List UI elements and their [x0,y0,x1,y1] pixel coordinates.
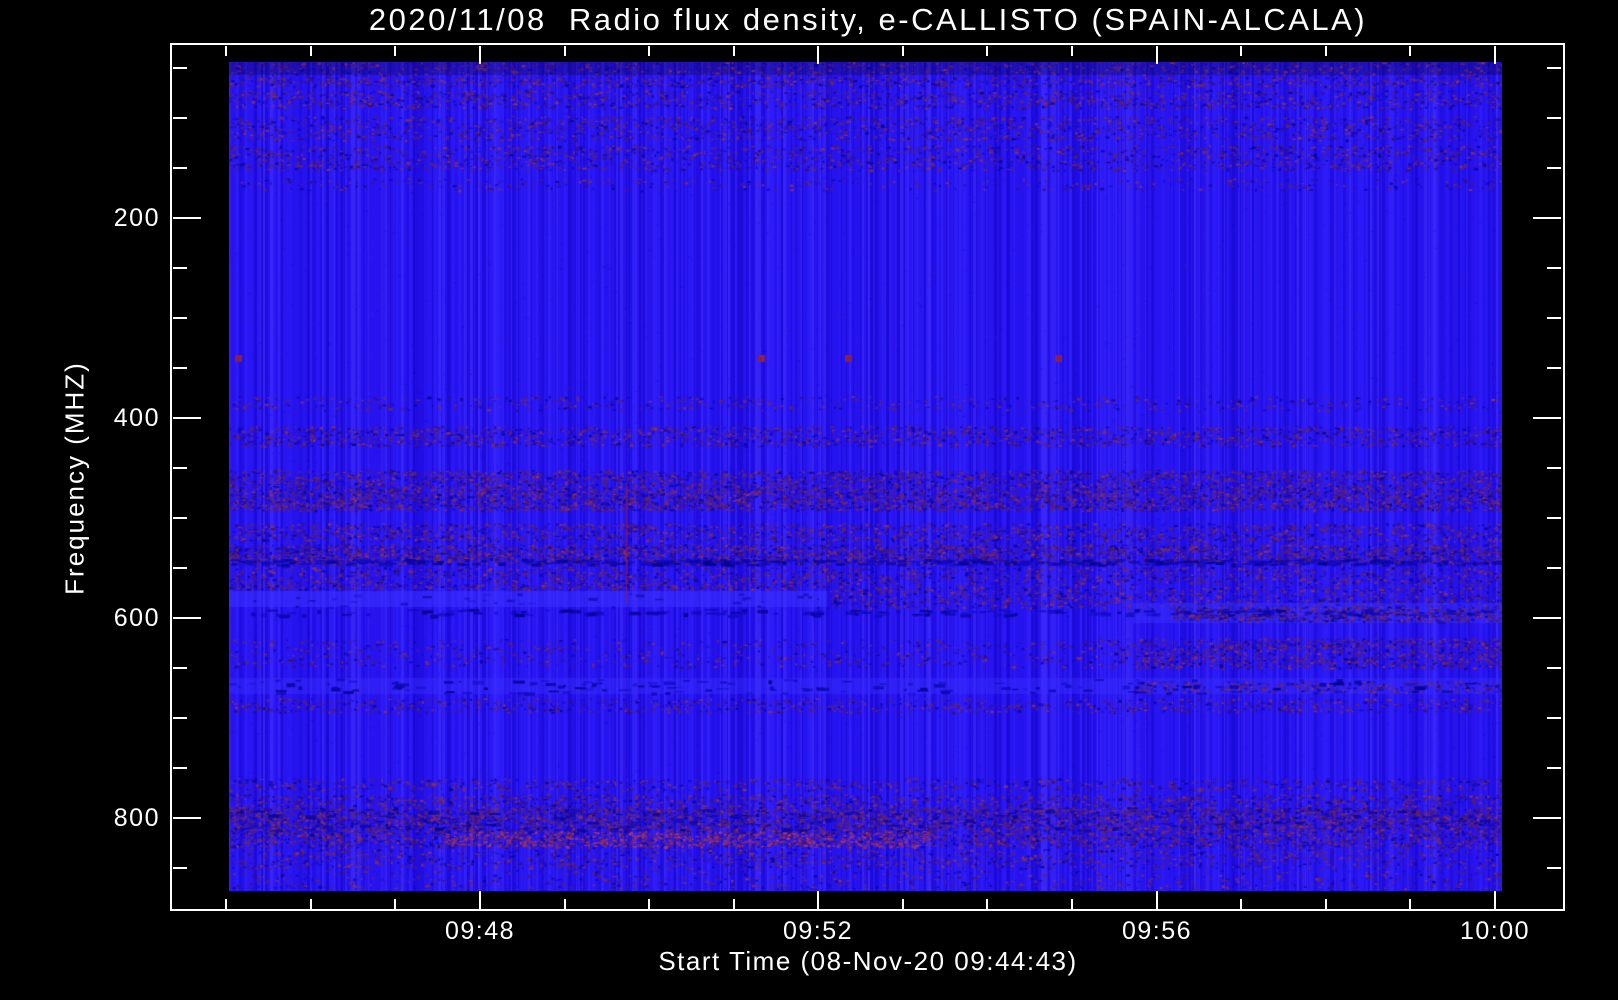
x-minor-tick-top [564,46,566,56]
x-minor-tick-top [310,46,312,56]
y-minor-tick-right [1547,517,1561,519]
x-minor-tick-top [1409,46,1411,56]
y-minor-tick-left [173,167,187,169]
y-minor-tick-left [173,267,187,269]
y-minor-tick-left [173,467,187,469]
x-minor-tick-bottom [225,899,227,909]
y-major-tick-right [1533,417,1561,419]
y-minor-tick-right [1547,67,1561,69]
plot-frame [170,43,1565,911]
x-major-tick-bottom [479,891,481,909]
y-minor-tick-right [1547,567,1561,569]
x-minor-tick-top [1325,46,1327,56]
x-minor-tick-bottom [394,899,396,909]
x-minor-tick-bottom [902,899,904,909]
y-major-tick-left [173,617,201,619]
y-minor-tick-right [1547,167,1561,169]
x-tick-label: 09:56 [1121,917,1193,945]
x-minor-tick-bottom [648,899,650,909]
x-minor-tick-top [225,46,227,56]
x-major-tick-top [1494,46,1496,64]
y-minor-tick-right [1547,117,1561,119]
chart-title: 2020/11/08 Radio flux density, e-CALLIST… [368,2,1368,37]
y-minor-tick-right [1547,367,1561,369]
x-major-tick-bottom [1494,891,1496,909]
y-major-tick-left [173,217,201,219]
x-minor-tick-top [733,46,735,56]
x-minor-tick-bottom [310,899,312,909]
y-minor-tick-right [1547,317,1561,319]
x-minor-tick-bottom [1240,899,1242,909]
x-minor-tick-bottom [1325,899,1327,909]
x-tick-label: 10:00 [1459,917,1531,945]
y-minor-tick-left [173,667,187,669]
x-major-tick-top [817,46,819,64]
y-tick-label: 800 [113,804,160,832]
x-minor-tick-top [986,46,988,56]
y-minor-tick-right [1547,667,1561,669]
y-minor-tick-left [173,867,187,869]
y-tick-label: 400 [113,404,160,432]
y-major-tick-right [1533,817,1561,819]
x-minor-tick-top [1240,46,1242,56]
y-minor-tick-left [173,117,187,119]
y-major-tick-left [173,417,201,419]
y-minor-tick-left [173,717,187,719]
y-minor-tick-right [1547,717,1561,719]
y-axis-title: Frequency (MHZ) [59,361,90,595]
y-minor-tick-left [173,767,187,769]
y-minor-tick-right [1547,867,1561,869]
x-minor-tick-top [902,46,904,56]
y-minor-tick-right [1547,767,1561,769]
y-major-tick-right [1533,217,1561,219]
y-major-tick-right [1533,617,1561,619]
x-major-tick-top [479,46,481,64]
x-major-tick-top [1156,46,1158,64]
x-minor-tick-bottom [564,899,566,909]
y-major-tick-left [173,817,201,819]
y-tick-label: 600 [113,604,160,632]
x-tick-label: 09:52 [782,917,854,945]
x-minor-tick-bottom [1071,899,1073,909]
y-minor-tick-left [173,317,187,319]
y-minor-tick-left [173,517,187,519]
y-minor-tick-left [173,567,187,569]
x-minor-tick-bottom [986,899,988,909]
y-tick-label: 200 [113,204,160,232]
x-minor-tick-top [394,46,396,56]
x-minor-tick-top [648,46,650,56]
x-major-tick-bottom [817,891,819,909]
x-minor-tick-top [1071,46,1073,56]
y-minor-tick-right [1547,467,1561,469]
spectrogram-canvas [229,62,1502,891]
x-minor-tick-bottom [733,899,735,909]
y-minor-tick-left [173,367,187,369]
x-tick-label: 09:48 [444,917,516,945]
x-minor-tick-bottom [1409,899,1411,909]
y-minor-tick-right [1547,267,1561,269]
x-major-tick-bottom [1156,891,1158,909]
x-axis-title: Start Time (08-Nov-20 09:44:43) [658,946,1078,976]
y-minor-tick-left [173,67,187,69]
